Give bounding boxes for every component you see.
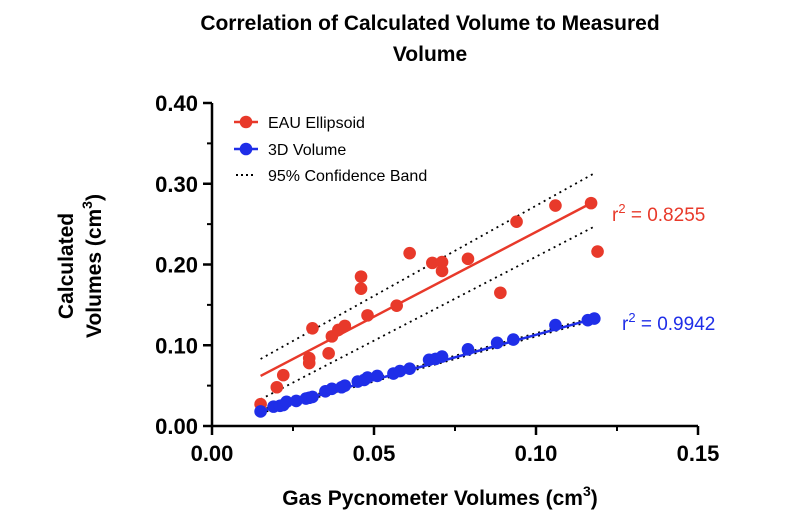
r2-label-sup: 2 [618, 201, 625, 216]
data-point [435, 350, 449, 363]
data-point [390, 299, 403, 312]
data-point [393, 364, 407, 378]
data-point [490, 336, 504, 350]
data-point [591, 245, 604, 258]
chart-title: Correlation of Calculated Volume to Meas… [0, 8, 808, 70]
legend: EAU Ellipsoid 3D Volume 95% Confidence Ban… [234, 115, 427, 185]
confidence-band-lower [260, 225, 595, 401]
chart-title-line-1: Correlation of Calculated Volume to Meas… [200, 12, 660, 35]
data-point [302, 356, 316, 370]
axes: 0.00 0.10 0.20 0.30 0.40 0.00 0.05 0.10 0.15 [155, 91, 719, 466]
legend-marker-swatch [239, 142, 253, 156]
r2-label-sup: 2 [628, 310, 635, 325]
r2-label-value: = 0.9942 [636, 314, 716, 335]
x-tick-label: 0.15 [677, 441, 720, 466]
data-point [338, 319, 352, 333]
data-point [361, 371, 374, 384]
y-tick-label: 0.10 [155, 333, 198, 358]
y-tick-label: 0.20 [155, 253, 198, 278]
legend-label: EAU Ellipsoid [268, 115, 365, 132]
data-point [280, 395, 293, 409]
y-axis-title-line: Volumes (cm [83, 209, 106, 338]
chart-title-line-2: Volume [392, 43, 468, 66]
legend-marker-swatch [239, 115, 253, 129]
data-point [426, 256, 439, 270]
confidence-band-upper [260, 172, 595, 360]
data-point [403, 362, 416, 375]
data-point [354, 282, 368, 296]
data-point [435, 255, 449, 269]
axis-titles: Gas Pycnometer Volumes (cm3)Calculated Vo… [55, 194, 598, 510]
y-axis-title-line: Calculated [55, 213, 78, 319]
data-point [588, 312, 601, 325]
x-axis-title-text: Gas Pycnometer Volumes (cm [282, 487, 583, 510]
data-points [254, 196, 604, 418]
r2-label-r: r [622, 314, 629, 335]
y-axis-title: Calculated Volumes (cm3) [55, 194, 106, 338]
r2-label-r: r [612, 205, 619, 226]
data-point [325, 382, 339, 396]
r2-label: r2 = 0.8255 [612, 201, 705, 226]
data-point [403, 246, 416, 260]
data-point [435, 264, 449, 278]
data-point [354, 270, 368, 283]
r2-label-value: = 0.8255 [626, 205, 706, 226]
x-tick-label: 0.00 [191, 441, 234, 466]
r2-label: r2 = 0.9942 [622, 310, 715, 335]
data-point [461, 252, 475, 266]
fit-line [260, 200, 595, 378]
confidence-band-lower [260, 319, 595, 414]
data-point [584, 196, 598, 210]
legend-label: 95% Confidence Band [268, 168, 427, 185]
data-point [254, 405, 267, 418]
data-point [507, 333, 520, 346]
y-axis-title-sup: 3 [79, 201, 95, 209]
y-tick-label: 0.40 [155, 91, 198, 116]
data-point [322, 347, 335, 360]
data-point [361, 309, 374, 322]
x-axis-title-sup: 3 [583, 483, 591, 499]
data-point [306, 321, 319, 335]
data-point [510, 215, 523, 229]
y-tick-label: 0.00 [155, 414, 198, 439]
x-axis-title: Gas Pycnometer Volumes (cm3) [282, 483, 598, 510]
y-tick-label: 0.30 [155, 172, 198, 197]
data-point [461, 342, 475, 356]
data-point [549, 318, 562, 332]
x-tick-label: 0.05 [353, 441, 396, 466]
confidence-bands [260, 172, 595, 414]
data-point [494, 286, 507, 300]
data-point [289, 394, 303, 408]
y-axis-title-end: ) [83, 194, 106, 201]
data-point [276, 368, 290, 382]
data-point [306, 390, 319, 404]
data-point [338, 379, 352, 392]
x-axis-title-end: ) [591, 487, 598, 510]
legend-label: 3D Volume [268, 142, 346, 159]
fit-lines [260, 200, 595, 413]
x-tick-label: 0.10 [515, 441, 558, 466]
data-point [270, 380, 284, 394]
data-point [370, 369, 384, 383]
confidence-band-upper [260, 316, 595, 411]
data-point [549, 199, 562, 212]
